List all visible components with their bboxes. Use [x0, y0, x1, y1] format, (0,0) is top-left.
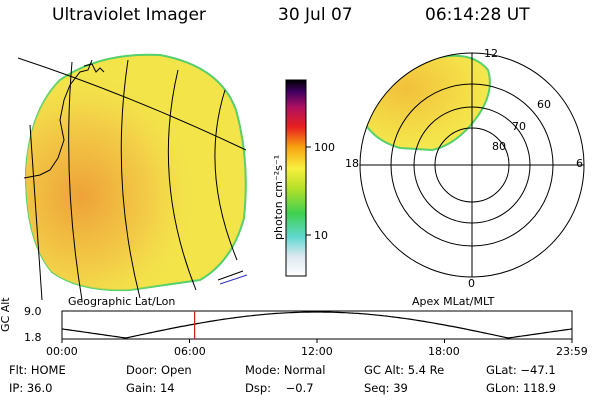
info-glat: GLat: −47.1 — [486, 363, 556, 377]
mlt-label-18: 18 — [345, 157, 359, 170]
geographic-grid — [17, 57, 247, 301]
colorbar — [285, 79, 307, 277]
time-tick-0600: 06:00 — [174, 345, 206, 358]
time-tick-0000: 00:00 — [46, 345, 78, 358]
altitude-plot — [61, 310, 573, 343]
time-label: 06:14:28 UT — [425, 5, 530, 25]
mlat-label-80: 80 — [492, 140, 506, 153]
info-dsp: Dsp: −0.7 — [245, 381, 314, 395]
altitude-curve — [61, 311, 573, 339]
time-tick-1800: 18:00 — [428, 345, 460, 358]
mlat-label-70: 70 — [512, 120, 526, 133]
date-label: 30 Jul 07 — [278, 5, 353, 25]
mlt-label-6: 6 — [576, 157, 583, 170]
altitude-tick-min: 1.8 — [24, 331, 42, 344]
time-tick-1200: 12:00 — [301, 345, 333, 358]
geographic-panel-label: Geographic Lat/Lon — [68, 295, 176, 308]
edge-marker-black — [217, 270, 244, 281]
apex-panel-label: Apex MLat/MLT — [412, 295, 495, 308]
info-mode: Mode: Normal — [245, 363, 326, 377]
colorbar-label-10: 10 — [314, 229, 328, 242]
info-gc-altitude: GC Alt: 5.4 Re — [364, 363, 445, 377]
altitude-axis-title: GC Alt — [0, 297, 12, 332]
time-tick-2359: 23:59 — [556, 345, 588, 358]
altitude-tick-max: 9.0 — [24, 305, 42, 318]
earth-image — [23, 53, 247, 292]
colorbar-unit-label: photon cm⁻²s⁻¹ — [272, 154, 285, 240]
info-gain: Gain: 14 — [126, 381, 175, 395]
mlt-label-0: 0 — [468, 277, 475, 290]
instrument-title: Ultraviolet Imager — [52, 5, 206, 25]
info-flight: Flt: HOME — [9, 363, 66, 377]
mlat-label-60: 60 — [537, 98, 551, 111]
polar-plot — [359, 52, 585, 278]
info-door: Door: Open — [126, 363, 192, 377]
edge-marker-blue — [219, 274, 248, 285]
polar-auroral-oval — [360, 54, 491, 152]
info-sequence: Seq: 39 — [364, 381, 408, 395]
colorbar-label-100: 100 — [314, 141, 335, 154]
mlt-label-12: 12 — [484, 47, 498, 60]
info-ip: IP: 36.0 — [9, 381, 53, 395]
info-glon: GLon: 118.9 — [486, 381, 556, 395]
